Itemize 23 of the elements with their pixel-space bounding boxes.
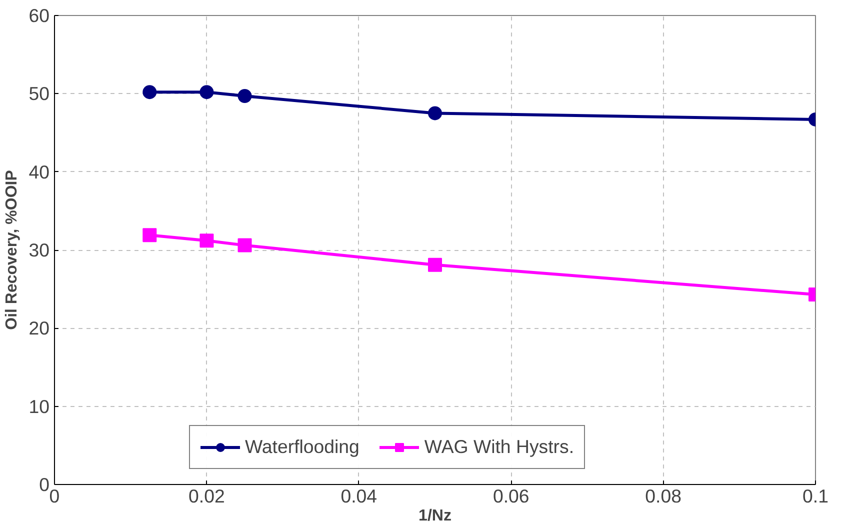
y-tick-label: 30 xyxy=(28,240,50,260)
point xyxy=(142,85,157,100)
x-tick-label: 0.06 xyxy=(492,486,530,506)
x-tick-label: 0.1 xyxy=(802,486,828,506)
y-tick-label: 60 xyxy=(28,5,50,26)
legend-label: Waterflooding xyxy=(245,436,360,458)
y-tick-label: 50 xyxy=(28,83,50,104)
x-tick-label: 0.02 xyxy=(188,486,225,506)
y-tick-label: 10 xyxy=(28,396,50,417)
point xyxy=(238,89,252,103)
x-tick-label: 0.08 xyxy=(645,486,682,506)
legend-label: WAG With Hystrs. xyxy=(424,436,574,458)
x-tick-label: 0.04 xyxy=(340,486,378,506)
y-axis-title: Oil Recovery, %OOIP xyxy=(4,170,21,330)
y-tick-label: 40 xyxy=(28,161,50,182)
y-tick-label: 20 xyxy=(28,318,50,339)
point xyxy=(200,234,214,248)
point xyxy=(142,228,157,242)
point xyxy=(238,238,252,252)
x-axis-title: 1/Nz xyxy=(418,508,452,524)
point xyxy=(200,85,214,100)
point xyxy=(428,106,442,120)
point xyxy=(428,258,442,272)
